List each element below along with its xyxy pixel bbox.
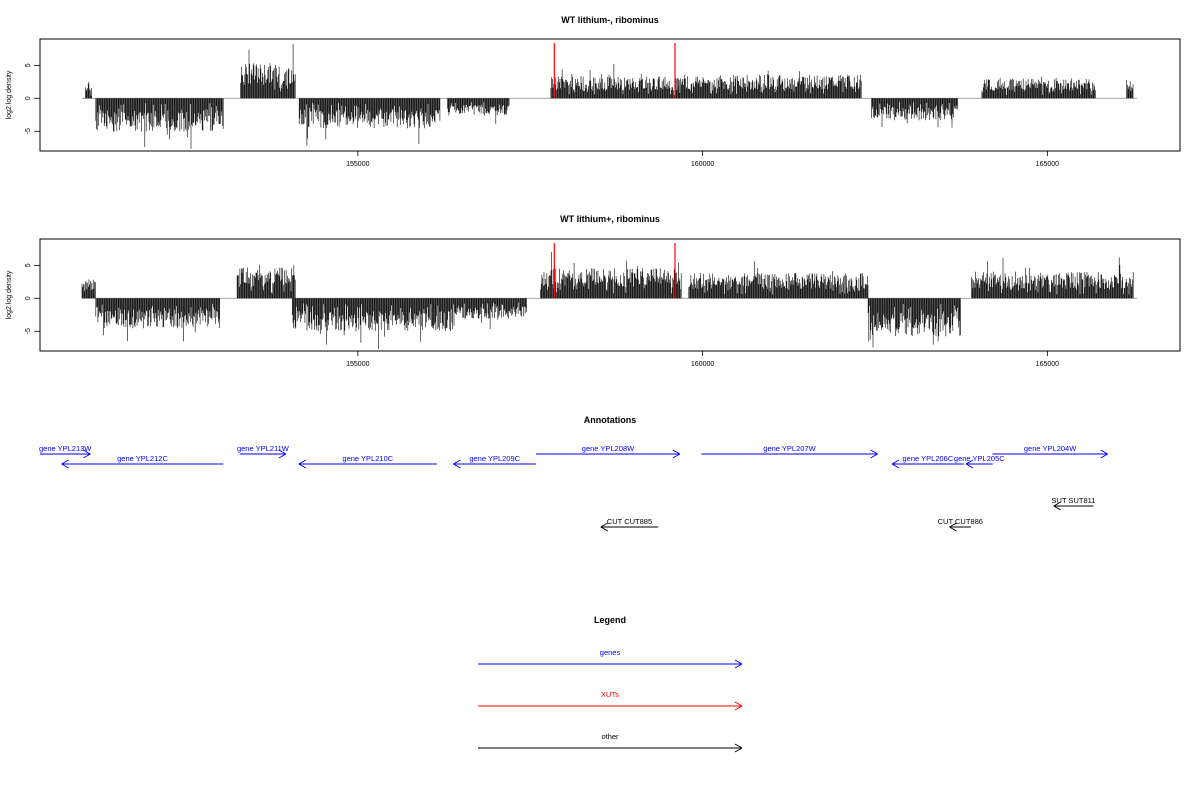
feature-label: gene YPL207W: [763, 444, 816, 453]
coverage-segment: [871, 98, 958, 128]
feature-label: gene YPL209C: [469, 454, 520, 463]
coverage-segment: [981, 76, 1096, 99]
panel-title: WT lithium+, ribominus: [560, 214, 660, 224]
coverage-bars: [81, 243, 1137, 349]
panel-wt-lithium-plus: WT lithium+, ribominus log2 log density …: [6, 214, 1181, 368]
coverage-segment: [447, 98, 510, 124]
coverage-segment: [678, 70, 862, 99]
feature-gene-ypl204w: gene YPL204W: [992, 444, 1108, 459]
coverage-segment: [240, 44, 296, 99]
y-tick-label: -5: [25, 128, 32, 134]
feature-label: SUT SUT811: [1052, 496, 1096, 505]
feature-cut-cut886: CUT CUT886: [938, 517, 983, 532]
coverage-segment: [540, 251, 682, 299]
coverage-segment: [95, 98, 224, 149]
coverage-segment: [95, 298, 220, 342]
feature-gene-ypl207w: gene YPL207W: [701, 444, 878, 459]
coverage-segment: [971, 257, 1134, 299]
feature-label: gene YPL212C: [117, 454, 168, 463]
plot-frame: [39, 238, 1181, 352]
feature-label: gene YPL206C: [903, 454, 954, 463]
panel-title: WT lithium-, ribominus: [561, 15, 659, 25]
feature-gene-ypl210c: gene YPL210C: [298, 454, 437, 469]
coverage-segment: [298, 98, 441, 146]
feature-gene-ypl212c: gene YPL212C: [61, 454, 224, 469]
legend-label: genes: [600, 648, 621, 657]
feature-label: gene YPL208W: [582, 444, 635, 453]
legend-item-xuts: XUTs: [478, 690, 743, 711]
feature-arrows: gene YPL213W gene YPL212C gene YPL211W gene…: [39, 444, 1108, 532]
x-tick-label: 160000: [691, 161, 714, 168]
coverage-segment: [85, 82, 92, 99]
legend: Legend genes XUTs other: [478, 615, 743, 753]
coverage-segment: [291, 298, 455, 349]
coverage-segment: [688, 261, 869, 299]
x-tick-label: 155000: [346, 361, 369, 368]
feature-label: CUT CUT886: [938, 517, 983, 526]
feature-sut-sut811: SUT SUT811: [1052, 496, 1096, 511]
feature-label: CUT CUT885: [607, 517, 652, 526]
coverage-segment: [550, 63, 679, 99]
y-tick-label: 5: [25, 263, 32, 267]
annotations-title: Annotations: [584, 415, 637, 425]
feature-label: gene YPL210C: [342, 454, 393, 463]
feature-cut-cut885: CUT CUT885: [600, 517, 659, 532]
x-tick-label: 165000: [1036, 161, 1059, 168]
panel-wt-lithium-minus: WT lithium-, ribominus log2 log density …: [6, 15, 1181, 168]
coverage-segment: [454, 298, 527, 330]
y-tick-label: 0: [25, 96, 32, 100]
axes: -5 0 5 155000 160000 165000: [25, 263, 1059, 368]
feature-gene-ypl213w: gene YPL213W: [39, 444, 92, 459]
axes: -5 0 5 155000 160000 165000: [25, 63, 1059, 168]
coverage-segment: [1126, 80, 1134, 99]
y-axis-label: log2 log density: [6, 270, 13, 319]
feature-label: gene YPL205C: [954, 454, 1005, 463]
legend-item-other: other: [478, 732, 743, 753]
feature-gene-ypl206c: gene YPL206C: [891, 454, 964, 469]
legend-title: Legend: [594, 615, 626, 625]
legend-item-genes: genes: [478, 648, 743, 669]
feature-gene-ypl209c: gene YPL209C: [453, 454, 537, 469]
legend-items: genes XUTs other: [478, 648, 743, 753]
legend-label: XUTs: [601, 690, 619, 699]
x-tick-label: 165000: [1036, 361, 1059, 368]
feature-label: gene YPL211W: [237, 444, 290, 453]
feature-gene-ypl205c: gene YPL205C: [954, 454, 1005, 469]
x-tick-label: 160000: [691, 361, 714, 368]
coverage-segment: [236, 264, 296, 299]
y-axis-label: log2 log density: [6, 70, 13, 119]
y-tick-label: 0: [25, 296, 32, 300]
coverage-segment: [81, 279, 96, 299]
feature-gene-ypl208w: gene YPL208W: [536, 444, 681, 459]
feature-label: gene YPL213W: [39, 444, 92, 453]
y-tick-label: 5: [25, 63, 32, 67]
x-tick-label: 155000: [346, 161, 369, 168]
coverage-bars: [82, 43, 1137, 149]
plot-frame: [39, 38, 1181, 152]
coverage-segment: [867, 298, 961, 348]
feature-gene-ypl211w: gene YPL211W: [237, 444, 290, 459]
feature-label: gene YPL204W: [1024, 444, 1077, 453]
y-tick-label: -5: [25, 328, 32, 334]
legend-label: other: [601, 732, 619, 741]
